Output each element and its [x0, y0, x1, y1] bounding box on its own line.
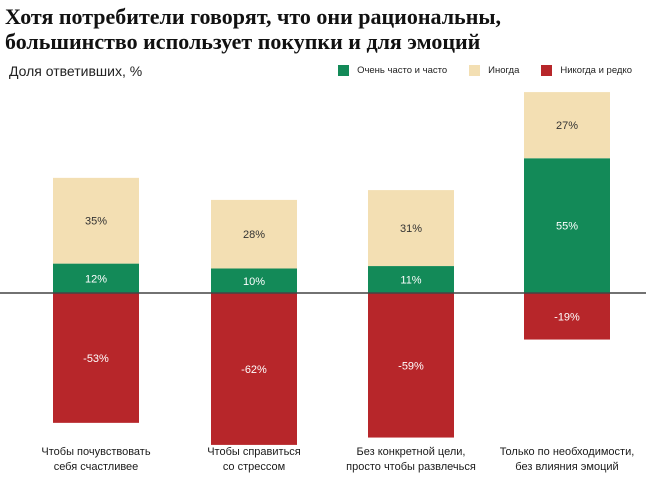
bar-sometimes-3	[368, 190, 454, 267]
data-label-sometimes-2: 28%	[243, 229, 265, 241]
legend-item-sometimes: Иногда	[469, 65, 519, 76]
category-label-4-line-2: без влияния эмоций	[515, 461, 618, 473]
bar-never-4	[524, 293, 610, 340]
category-label-3-line-2: просто чтобы развлечься	[346, 461, 476, 473]
legend-item-often: Очень часто и часто	[338, 65, 447, 76]
data-label-often-3: 11%	[400, 275, 421, 287]
y-axis-label: Доля ответивших, %	[9, 63, 143, 79]
data-label-never-2: -62%	[241, 364, 267, 376]
data-label-sometimes-3: 31%	[400, 223, 422, 235]
category-label-2-line-2: со стрессом	[223, 461, 285, 473]
bar-often-4	[524, 158, 610, 293]
bar-often-1	[53, 263, 139, 293]
data-label-sometimes-1: 35%	[85, 216, 107, 228]
legend-swatch-never	[541, 65, 553, 76]
legend-label-often: Очень часто и часто	[357, 65, 448, 76]
bar-sometimes-2	[211, 199, 297, 269]
bar-never-3	[368, 293, 454, 438]
category-label-1-line-2: себя счастливее	[54, 461, 139, 473]
bar-sometimes-4	[524, 92, 610, 159]
category-label-2-line-1: Чтобы справиться	[207, 446, 301, 458]
legend-label-never: Никогда и редко	[560, 65, 632, 76]
category-label-3-line-1: Без конкретной цели,	[357, 446, 466, 458]
chart-title: Хотя потребители говорят, что они рацион…	[5, 4, 502, 54]
category-label-4-line-1: Только по необходимости,	[500, 446, 635, 458]
data-label-often-2: 10%	[243, 276, 265, 288]
legend-swatch-often	[338, 65, 350, 76]
legend: Очень часто и часто Иногда Никогда и ред…	[316, 65, 632, 76]
data-label-often-4: 55%	[556, 221, 578, 233]
data-label-never-3: -59%	[398, 360, 424, 372]
data-label-often-1: 12%	[85, 273, 107, 285]
data-label-sometimes-4: 27%	[556, 120, 578, 132]
data-label-never-1: -53%	[83, 353, 109, 365]
bar-sometimes-1	[53, 177, 139, 264]
legend-item-never: Никогда и редко	[541, 65, 632, 76]
bar-often-3	[368, 266, 454, 293]
legend-swatch-sometimes	[469, 65, 481, 76]
bar-often-2	[211, 268, 297, 293]
legend-label-sometimes: Иногда	[488, 65, 520, 76]
category-label-1-line-1: Чтобы почувствовать	[41, 446, 150, 458]
bar-never-2	[211, 293, 297, 445]
bar-never-1	[53, 293, 139, 423]
data-label-never-4: -19%	[554, 311, 580, 323]
